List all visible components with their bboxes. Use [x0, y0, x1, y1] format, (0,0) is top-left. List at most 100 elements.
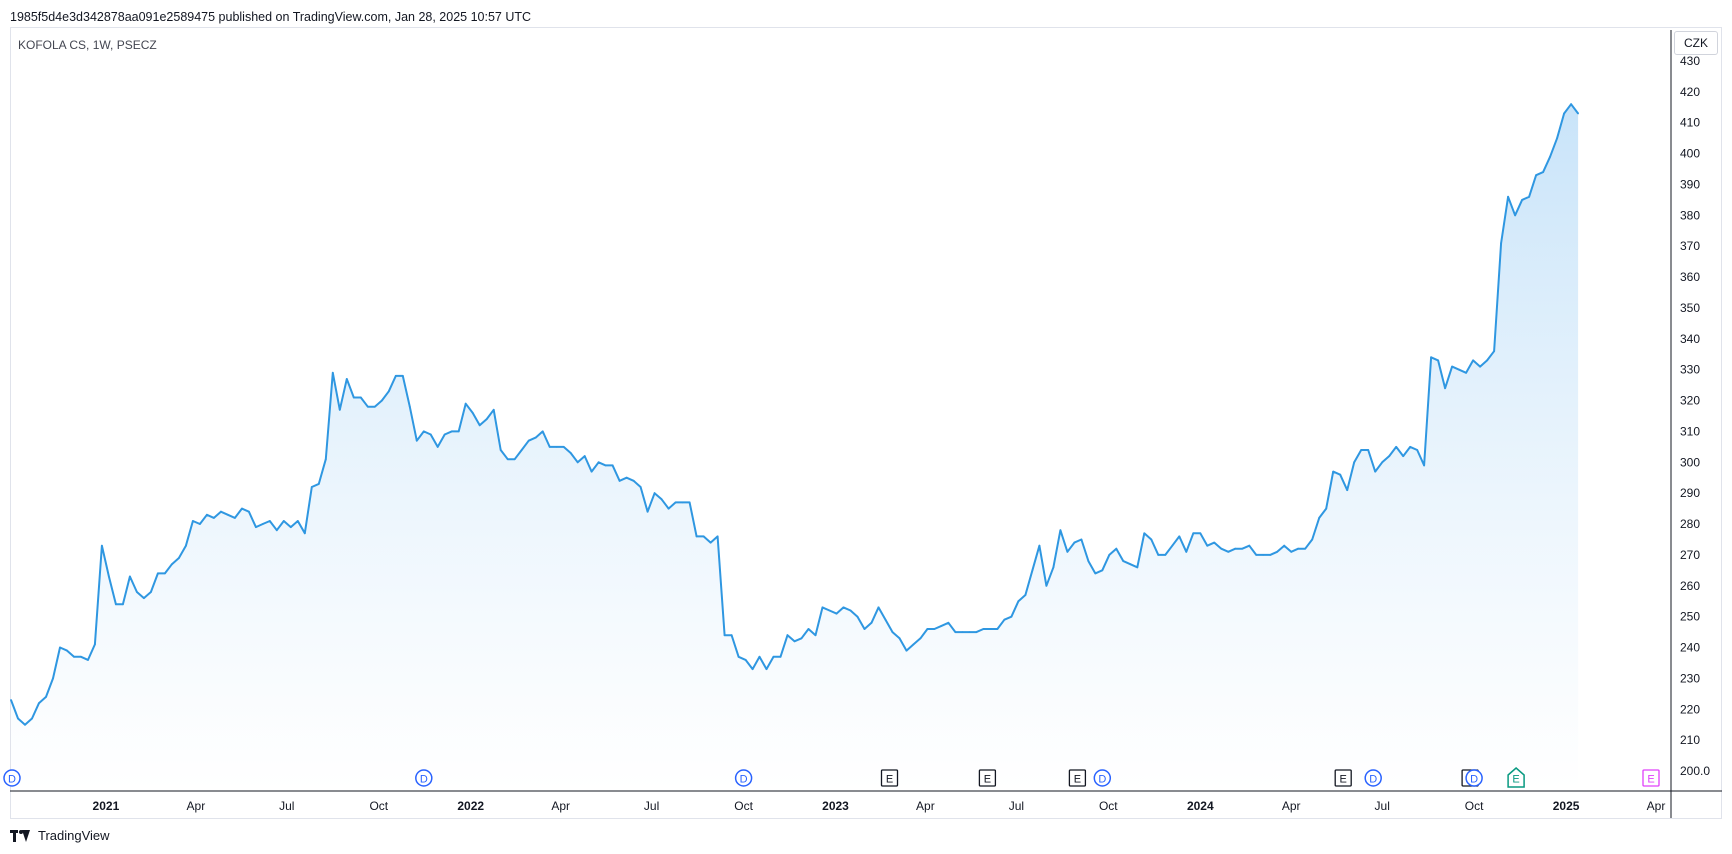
price-point [380, 399, 383, 402]
price-point [905, 649, 908, 652]
price-point [1507, 195, 1509, 198]
x-tick-label: Jul [644, 799, 659, 813]
price-point [1304, 547, 1307, 550]
price-point [296, 520, 299, 522]
svg-text:D: D [8, 774, 16, 786]
y-tick-label: 300 [1680, 455, 1700, 469]
price-point [115, 603, 117, 606]
earnings-marker[interactable]: E [880, 769, 899, 787]
price-point [1003, 618, 1006, 621]
footer-brand[interactable]: TradingView [38, 828, 110, 843]
price-point [1465, 371, 1467, 374]
dividend-marker[interactable]: D [1364, 769, 1382, 787]
x-tick-label: 2022 [457, 799, 484, 813]
dividend-marker[interactable]: D [415, 769, 433, 787]
price-point [457, 430, 460, 433]
price-point [737, 655, 740, 658]
price-point [408, 405, 411, 408]
price-point [373, 405, 376, 408]
price-point [702, 535, 705, 538]
price-point [499, 449, 502, 451]
y-tick-label: 420 [1680, 85, 1700, 99]
price-point [800, 637, 803, 640]
price-point [996, 628, 999, 630]
x-tick-label: Oct [734, 799, 753, 813]
dividend-marker[interactable]: D [734, 769, 753, 787]
x-tick-label: Oct [369, 799, 388, 813]
price-point [443, 433, 446, 436]
svg-text:E: E [984, 774, 991, 786]
earnings-marker[interactable]: E [1068, 769, 1087, 787]
price-point [338, 408, 341, 411]
price-point [527, 439, 530, 442]
price-point [891, 631, 894, 633]
price-point [317, 483, 320, 485]
x-tick-label: Apr [551, 799, 570, 813]
price-point [1360, 449, 1363, 451]
price-point [248, 510, 250, 513]
price-point [1416, 449, 1419, 451]
x-tick-label: Oct [1099, 799, 1118, 813]
tradingview-logo-icon[interactable] [10, 829, 32, 842]
x-tick-label: 2021 [93, 799, 120, 813]
price-point [1164, 554, 1167, 556]
price-point [618, 479, 621, 482]
price-point [17, 717, 19, 720]
price-point [604, 464, 607, 467]
earnings-marker[interactable]: E [1334, 769, 1352, 787]
price-point [1444, 387, 1446, 390]
dividend-marker[interactable]: D [1093, 769, 1112, 787]
price-point [150, 591, 152, 593]
dividend-marker[interactable]: D [1465, 769, 1483, 787]
price-point [723, 634, 726, 637]
price-point [1241, 547, 1244, 550]
y-tick-label: 380 [1680, 208, 1700, 222]
price-point [1206, 544, 1209, 547]
price-point [1570, 103, 1572, 106]
price-point [1521, 199, 1523, 201]
y-tick-label: 230 [1680, 671, 1700, 685]
price-point [80, 655, 82, 658]
price-point [989, 628, 992, 630]
y-tick-label: 410 [1680, 116, 1700, 130]
earnings-future-marker[interactable]: E [1507, 767, 1525, 788]
price-point [94, 643, 96, 646]
price-point [450, 430, 453, 433]
y-tick-label: 260 [1680, 579, 1700, 593]
price-point [1031, 569, 1034, 572]
published-caption: 1985f5d4e3d342878aa091e2589475 published… [10, 10, 532, 24]
chart-frame [10, 27, 1722, 819]
y-tick-label: 390 [1680, 178, 1700, 192]
price-point [1402, 455, 1405, 457]
price-point [1234, 547, 1237, 550]
price-point [1080, 538, 1083, 541]
price-point [1374, 470, 1377, 473]
svg-text:D: D [1098, 774, 1106, 786]
price-point [751, 668, 754, 670]
x-tick-label: Apr [1647, 799, 1666, 813]
price-point [884, 618, 887, 621]
dividend-marker[interactable]: D [3, 769, 21, 787]
price-point [688, 501, 691, 504]
price-point [1115, 547, 1118, 550]
currency-button[interactable]: CZK [1674, 31, 1718, 55]
x-tick-label: Oct [1465, 799, 1484, 813]
svg-text:E: E [886, 774, 893, 786]
price-point [1395, 446, 1398, 448]
price-point [1486, 359, 1488, 362]
split-marker[interactable]: E [1642, 769, 1660, 787]
price-point [192, 520, 194, 522]
price-point [863, 628, 866, 630]
footer: TradingView [10, 828, 110, 843]
price-point [569, 452, 572, 454]
x-tick-label: 2024 [1187, 799, 1214, 813]
price-point [492, 408, 495, 411]
symbol-legend[interactable]: KOFOLA CS, 1W, PSECZ [18, 38, 157, 52]
price-point [485, 418, 488, 420]
svg-text:D: D [740, 774, 748, 786]
price-point [982, 628, 985, 630]
earnings-marker[interactable]: E [978, 769, 997, 787]
price-point [541, 430, 544, 433]
x-tick-label: 2025 [1553, 799, 1580, 813]
